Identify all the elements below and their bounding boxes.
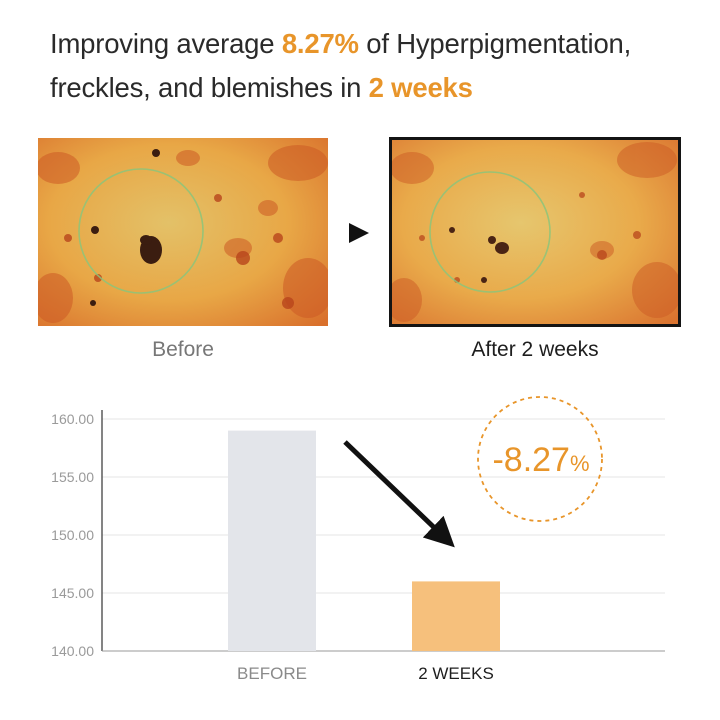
y-tick-label: 155.00: [51, 469, 94, 485]
bar-chart: 160.00 155.00 150.00 145.00 140.00 BEFORE 2 WE…: [51, 396, 665, 683]
y-tick-label: 140.00: [51, 643, 94, 659]
y-tick-label: 150.00: [51, 527, 94, 543]
x-tick-label: BEFORE: [237, 664, 307, 683]
before-caption: Before: [152, 338, 214, 361]
after-caption: After 2 weeks: [471, 338, 599, 361]
after-skin-photo: [389, 137, 681, 327]
headline-highlight-percent: 8.27%: [281, 28, 359, 59]
headline-text-2: of Hyperpigmentation, freckles, and blem…: [50, 28, 632, 103]
headline-highlight-duration: 2 weeks: [368, 72, 473, 103]
annotation-percent-label: -8.27%: [492, 441, 589, 479]
bar-2-weeks: [412, 581, 500, 651]
decrease-arrow-icon: [343, 440, 455, 548]
before-skin-photo: [38, 138, 328, 326]
headline: Improving average 8.27% of Hyperpigmenta…: [50, 22, 690, 110]
bar-before: [228, 430, 316, 651]
y-tick-label: 145.00: [51, 585, 94, 601]
y-tick-label: 160.00: [51, 411, 94, 427]
annotation-dashed-circle: [477, 396, 603, 522]
triangle-right-icon: [349, 223, 369, 243]
x-tick-label: 2 WEEKS: [418, 664, 494, 683]
headline-text-1: Improving average: [50, 28, 282, 59]
